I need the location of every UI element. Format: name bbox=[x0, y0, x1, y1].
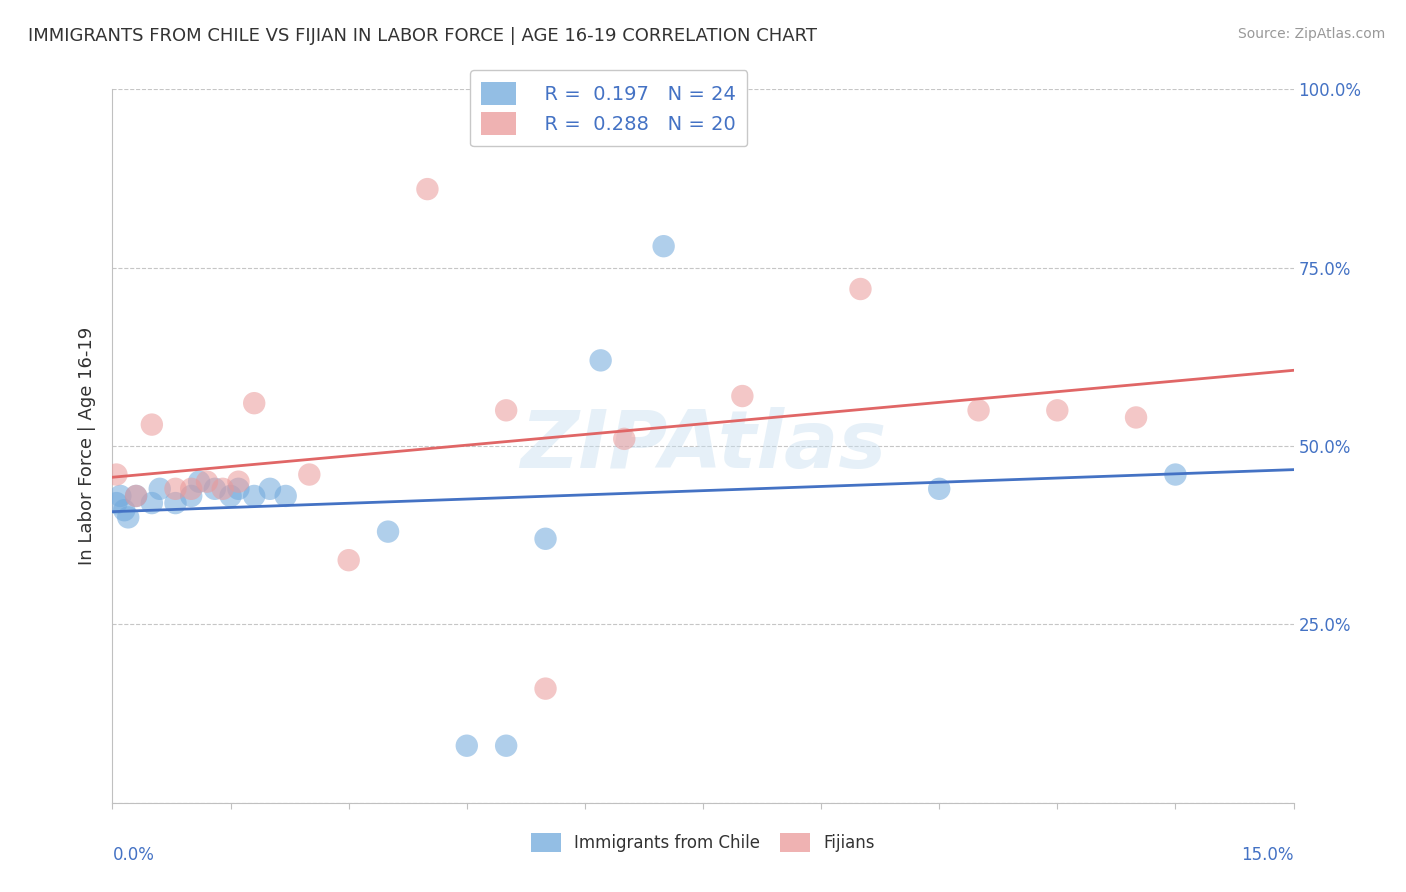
Point bbox=[731, 389, 754, 403]
Point bbox=[849, 282, 872, 296]
Point bbox=[534, 681, 557, 696]
Point bbox=[149, 482, 172, 496]
Point bbox=[928, 482, 950, 496]
Point bbox=[228, 475, 250, 489]
Point bbox=[228, 482, 250, 496]
Point bbox=[204, 482, 226, 496]
Point bbox=[337, 553, 360, 567]
Point bbox=[112, 503, 135, 517]
Point bbox=[125, 489, 148, 503]
Point bbox=[495, 739, 517, 753]
Point bbox=[298, 467, 321, 482]
Point bbox=[495, 403, 517, 417]
Point bbox=[967, 403, 990, 417]
Legend: Immigrants from Chile, Fijians: Immigrants from Chile, Fijians bbox=[524, 826, 882, 859]
Point bbox=[1125, 410, 1147, 425]
Y-axis label: In Labor Force | Age 16-19: In Labor Force | Age 16-19 bbox=[77, 326, 96, 566]
Point bbox=[180, 482, 202, 496]
Point bbox=[1046, 403, 1069, 417]
Point bbox=[613, 432, 636, 446]
Point bbox=[416, 182, 439, 196]
Text: 15.0%: 15.0% bbox=[1241, 846, 1294, 863]
Point bbox=[105, 496, 128, 510]
Point bbox=[141, 417, 163, 432]
Point bbox=[652, 239, 675, 253]
Point bbox=[589, 353, 612, 368]
Point bbox=[211, 482, 233, 496]
Point bbox=[534, 532, 557, 546]
Point bbox=[105, 467, 128, 482]
Point bbox=[125, 489, 148, 503]
Text: Source: ZipAtlas.com: Source: ZipAtlas.com bbox=[1237, 27, 1385, 41]
Text: ZIPAtlas: ZIPAtlas bbox=[520, 407, 886, 485]
Text: 0.0%: 0.0% bbox=[112, 846, 155, 863]
Point bbox=[195, 475, 218, 489]
Point bbox=[180, 489, 202, 503]
Point bbox=[1164, 467, 1187, 482]
Point bbox=[165, 496, 187, 510]
Point bbox=[219, 489, 242, 503]
Point bbox=[117, 510, 139, 524]
Point bbox=[188, 475, 211, 489]
Point bbox=[243, 489, 266, 503]
Point bbox=[377, 524, 399, 539]
Point bbox=[274, 489, 297, 503]
Point bbox=[141, 496, 163, 510]
Point bbox=[259, 482, 281, 496]
Point bbox=[110, 489, 132, 503]
Point bbox=[243, 396, 266, 410]
Point bbox=[456, 739, 478, 753]
Point bbox=[165, 482, 187, 496]
Text: IMMIGRANTS FROM CHILE VS FIJIAN IN LABOR FORCE | AGE 16-19 CORRELATION CHART: IMMIGRANTS FROM CHILE VS FIJIAN IN LABOR… bbox=[28, 27, 817, 45]
